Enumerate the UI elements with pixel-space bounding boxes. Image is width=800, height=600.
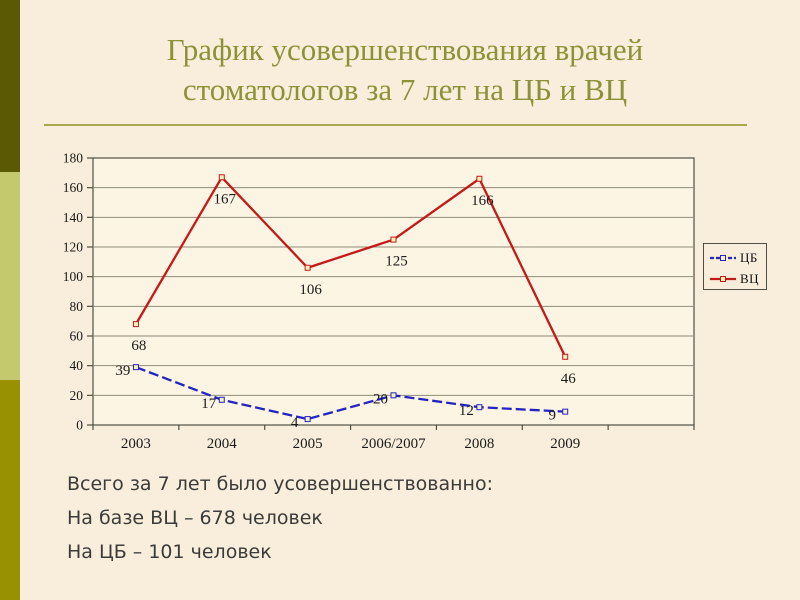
x-axis-label: 2004 <box>207 436 238 452</box>
y-axis-label: 0 <box>76 418 83 433</box>
data-point-marker <box>562 408 569 415</box>
y-axis-label: 120 <box>63 240 84 255</box>
summary-line-vc: На базе ВЦ – 678 человек <box>67 507 323 529</box>
slide-title-line2: стоматологов за 7 лет на ЦБ и ВЦ <box>182 72 628 107</box>
summary-line-total: Всего за 7 лет было усовершенствованно: <box>67 473 494 495</box>
data-label: 166 <box>471 193 494 209</box>
accent-segment-light <box>0 172 20 380</box>
data-point-marker <box>132 321 139 328</box>
data-point-marker <box>390 236 397 243</box>
data-label: 20 <box>373 391 388 407</box>
y-axis-label: 20 <box>70 388 84 403</box>
data-point-marker <box>476 175 483 182</box>
accent-segment-olive <box>0 380 20 600</box>
y-axis-label: 160 <box>63 180 84 195</box>
accent-segment-dark <box>0 0 20 172</box>
data-label: 17 <box>201 396 217 412</box>
data-label: 125 <box>385 254 408 270</box>
y-axis-label: 140 <box>63 210 84 225</box>
y-axis-label: 180 <box>63 151 84 166</box>
plot-area <box>92 157 695 426</box>
data-label: 4 <box>291 415 299 431</box>
left-accent-bar <box>0 0 20 600</box>
data-point-marker <box>304 416 311 423</box>
slide-title: График усовершенствования врачей стомато… <box>20 30 790 110</box>
data-label: 106 <box>299 282 322 298</box>
y-axis-label: 100 <box>63 269 84 284</box>
legend-swatch-cb <box>710 255 736 261</box>
chart-legend: ЦБ ВЦ <box>703 243 767 290</box>
data-point-marker <box>218 174 225 181</box>
legend-swatch-vc <box>710 276 736 282</box>
x-axis-label: 2006/2007 <box>361 436 426 452</box>
summary-line-cb: На ЦБ – 101 человек <box>67 541 272 563</box>
data-point-marker <box>476 404 483 411</box>
y-axis-label: 80 <box>70 299 84 314</box>
x-axis-label: 2005 <box>293 436 323 452</box>
data-point-marker <box>390 392 397 399</box>
legend-label-vc: ВЦ <box>740 271 760 286</box>
data-point-marker <box>304 264 311 271</box>
data-point-marker <box>218 396 225 403</box>
legend-item-vc: ВЦ <box>710 270 766 288</box>
x-axis-label: 2008 <box>464 436 494 452</box>
data-label: 9 <box>548 408 556 424</box>
x-axis-label: 2003 <box>121 436 151 452</box>
slide-title-line1: График усовершенствования врачей <box>166 32 644 67</box>
data-point-marker <box>562 353 569 360</box>
data-label: 46 <box>561 371 577 387</box>
series-line-ЦБ <box>135 366 566 421</box>
data-label: 12 <box>459 403 474 419</box>
data-label: 68 <box>131 338 146 354</box>
series-line-ВЦ <box>134 175 567 358</box>
summary-text: Всего за 7 лет было усовершенствованно: … <box>67 474 727 576</box>
y-axis-label: 40 <box>70 358 84 373</box>
data-label: 167 <box>214 191 237 207</box>
data-point-marker <box>132 364 139 371</box>
y-axis-label: 60 <box>70 329 84 344</box>
title-underline <box>44 124 747 126</box>
data-label: 39 <box>115 363 130 379</box>
legend-label-cb: ЦБ <box>740 250 758 265</box>
legend-item-cb: ЦБ <box>710 249 766 267</box>
x-axis-label: 2009 <box>550 436 580 452</box>
